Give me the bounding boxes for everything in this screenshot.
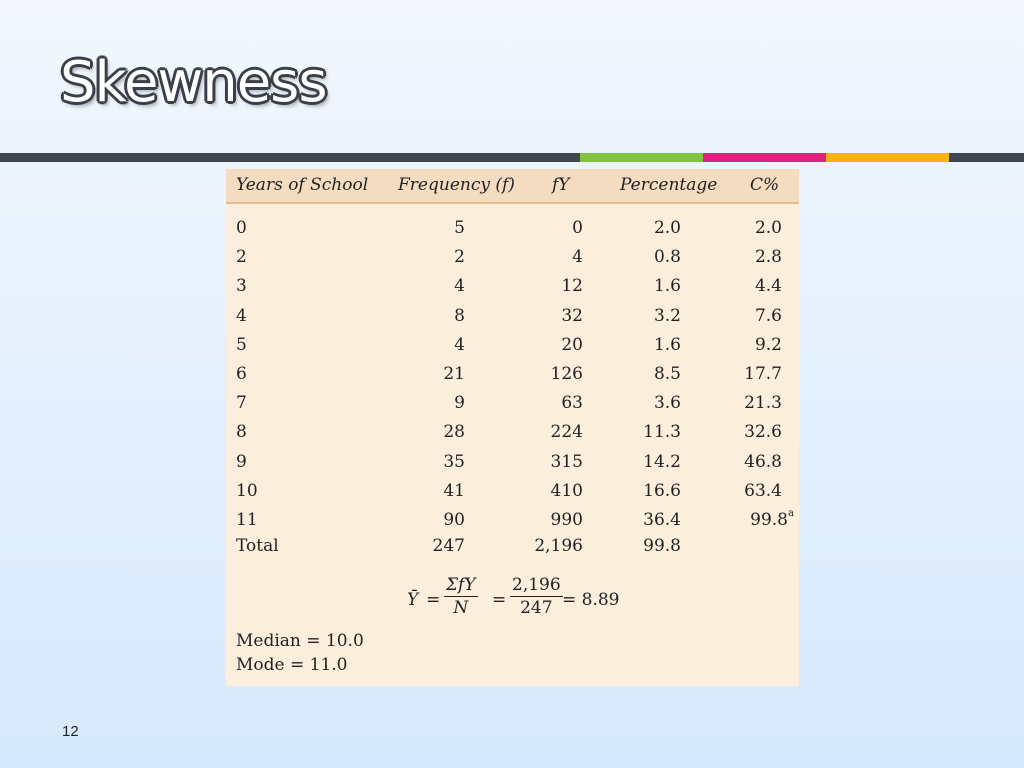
cell-years: 9 bbox=[236, 452, 247, 472]
cell-percentage: 14.2 bbox=[643, 452, 681, 472]
cell-percentage: 3.2 bbox=[653, 306, 681, 326]
accent-band-yellow bbox=[826, 153, 949, 162]
total-frequency: 247 bbox=[432, 536, 465, 556]
cell-cumulative-percent: 21.3 bbox=[744, 393, 782, 413]
cell-fy: 224 bbox=[550, 422, 583, 442]
cell-percentage: 1.6 bbox=[653, 276, 681, 296]
cell-years: 3 bbox=[236, 276, 247, 296]
cell-fy: 410 bbox=[550, 481, 583, 501]
cell-years: 11 bbox=[236, 510, 258, 530]
cell-cumulative-percent: 99.8 bbox=[750, 510, 788, 530]
cell-cumulative-percent: 4.4 bbox=[754, 276, 782, 296]
header-frequency: Frequency (f) bbox=[398, 175, 515, 195]
cell-percentage: 3.6 bbox=[653, 393, 681, 413]
cell-frequency: 9 bbox=[454, 393, 465, 413]
accent-band-pink bbox=[703, 153, 826, 162]
header-cumulative-percent: C% bbox=[750, 175, 780, 195]
cell-percentage: 16.6 bbox=[643, 481, 681, 501]
formula-equals-2: = bbox=[492, 590, 507, 610]
cell-fy: 12 bbox=[561, 276, 583, 296]
page-number: 12 bbox=[62, 723, 79, 740]
cell-frequency: 35 bbox=[443, 452, 465, 472]
formula-numerator-2: 2,196 bbox=[510, 575, 563, 597]
cell-percentage: 0.8 bbox=[653, 247, 681, 267]
cell-frequency: 28 bbox=[443, 422, 465, 442]
median-text: Median = 10.0 bbox=[236, 631, 364, 651]
formula-denominator-1: N bbox=[453, 598, 469, 618]
accent-band-green bbox=[580, 153, 703, 162]
cell-years: 7 bbox=[236, 393, 247, 413]
cell-cumulative-percent: 17.7 bbox=[744, 364, 782, 384]
cell-fy: 32 bbox=[561, 306, 583, 326]
formula-denominator-2: 247 bbox=[520, 598, 553, 618]
cell-frequency: 2 bbox=[454, 247, 465, 267]
cell-percentage: 2.0 bbox=[653, 218, 681, 238]
mode-text: Mode = 11.0 bbox=[236, 655, 348, 675]
accent-band-dark-right bbox=[949, 153, 1024, 162]
cell-cumulative-percent: 2.8 bbox=[754, 247, 782, 267]
cell-cumulative-percent: 46.8 bbox=[744, 452, 782, 472]
cell-years: 8 bbox=[236, 422, 247, 442]
formula-equals-1: = bbox=[426, 590, 441, 610]
cell-fy: 0 bbox=[572, 218, 583, 238]
formula-numerator-1: ΣfY bbox=[444, 575, 478, 597]
slide-title: Skewness bbox=[60, 50, 328, 115]
formula-fraction-2: 2,196 247 bbox=[510, 575, 563, 618]
footnote-marker: a bbox=[788, 508, 794, 519]
cell-years: 6 bbox=[236, 364, 247, 384]
formula-lhs: Ȳ bbox=[407, 590, 419, 610]
header-fy: fY bbox=[552, 175, 570, 195]
cell-percentage: 1.6 bbox=[653, 335, 681, 355]
cell-frequency: 8 bbox=[454, 306, 465, 326]
cell-fy: 4 bbox=[572, 247, 583, 267]
cell-frequency: 41 bbox=[443, 481, 465, 501]
cell-fy: 126 bbox=[550, 364, 583, 384]
cell-frequency: 5 bbox=[454, 218, 465, 238]
cell-frequency: 4 bbox=[454, 335, 465, 355]
total-percentage: 99.8 bbox=[643, 536, 681, 556]
accent-band-dark-left bbox=[0, 153, 580, 162]
cell-fy: 315 bbox=[550, 452, 583, 472]
formula-result: = 8.89 bbox=[562, 590, 620, 610]
cell-cumulative-percent: 32.6 bbox=[744, 422, 782, 442]
cell-cumulative-percent: 2.0 bbox=[754, 218, 782, 238]
cell-fy: 20 bbox=[561, 335, 583, 355]
cell-years: 2 bbox=[236, 247, 247, 267]
cell-fy: 990 bbox=[550, 510, 583, 530]
cell-frequency: 21 bbox=[443, 364, 465, 384]
table-header-row: Years of School Frequency (f) fY Percent… bbox=[226, 169, 799, 204]
cell-cumulative-percent: 63.4 bbox=[744, 481, 782, 501]
frequency-table: Years of School Frequency (f) fY Percent… bbox=[226, 169, 799, 686]
header-percentage: Percentage bbox=[620, 175, 718, 195]
cell-frequency: 4 bbox=[454, 276, 465, 296]
total-fy: 2,196 bbox=[534, 536, 583, 556]
formula-fraction-1: ΣfY N bbox=[444, 575, 478, 618]
cell-years: 4 bbox=[236, 306, 247, 326]
cell-years: 10 bbox=[236, 481, 258, 501]
cell-fy: 63 bbox=[561, 393, 583, 413]
cell-cumulative-percent: 9.2 bbox=[754, 335, 782, 355]
cell-percentage: 8.5 bbox=[653, 364, 681, 384]
cell-percentage: 36.4 bbox=[643, 510, 681, 530]
cell-frequency: 90 bbox=[443, 510, 465, 530]
cell-cumulative-percent: 7.6 bbox=[754, 306, 782, 326]
cell-years: 5 bbox=[236, 335, 247, 355]
total-label: Total bbox=[236, 536, 279, 556]
cell-years: 0 bbox=[236, 218, 247, 238]
header-years-of-school: Years of School bbox=[236, 175, 369, 195]
cell-percentage: 11.3 bbox=[643, 422, 681, 442]
